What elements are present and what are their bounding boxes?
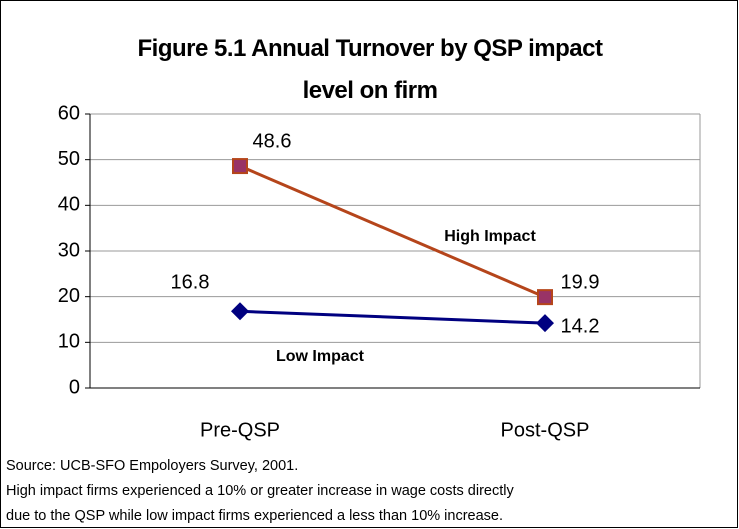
chart-title: Figure 5.1 Annual Turnover by QSP impact… bbox=[137, 35, 604, 104]
data-label: 14.2 bbox=[561, 315, 600, 337]
annotation: due to the QSP while low impact firms ex… bbox=[6, 508, 503, 524]
x-tick-label: Pre-QSP bbox=[200, 419, 280, 441]
series-line bbox=[239, 309, 546, 325]
annotation: High impact firms experienced a 10% or g… bbox=[6, 483, 514, 499]
y-tick-label: 40 bbox=[58, 194, 80, 216]
series-label: Low Impact bbox=[276, 348, 365, 365]
data-label: 48.6 bbox=[253, 130, 292, 152]
y-tick-label: 20 bbox=[58, 285, 80, 307]
x-tick-label: Post-QSP bbox=[501, 419, 590, 441]
marker bbox=[232, 158, 248, 175]
data-label: 16.8 bbox=[171, 271, 210, 293]
y-tick-label: 10 bbox=[58, 331, 80, 353]
marker bbox=[536, 314, 554, 333]
y-tick-label: 60 bbox=[58, 102, 80, 124]
y-tick-label: 50 bbox=[58, 148, 80, 170]
data-label: 19.9 bbox=[561, 271, 600, 293]
marker bbox=[537, 289, 553, 306]
y-tick-label: 30 bbox=[58, 239, 80, 261]
series-label: High Impact bbox=[444, 228, 536, 245]
marker bbox=[231, 302, 249, 321]
series-line bbox=[239, 164, 546, 299]
y-tick-label: 0 bbox=[69, 376, 80, 398]
annotation: Source: UCB-SFO Empoloyers Survey, 2001. bbox=[6, 458, 298, 474]
